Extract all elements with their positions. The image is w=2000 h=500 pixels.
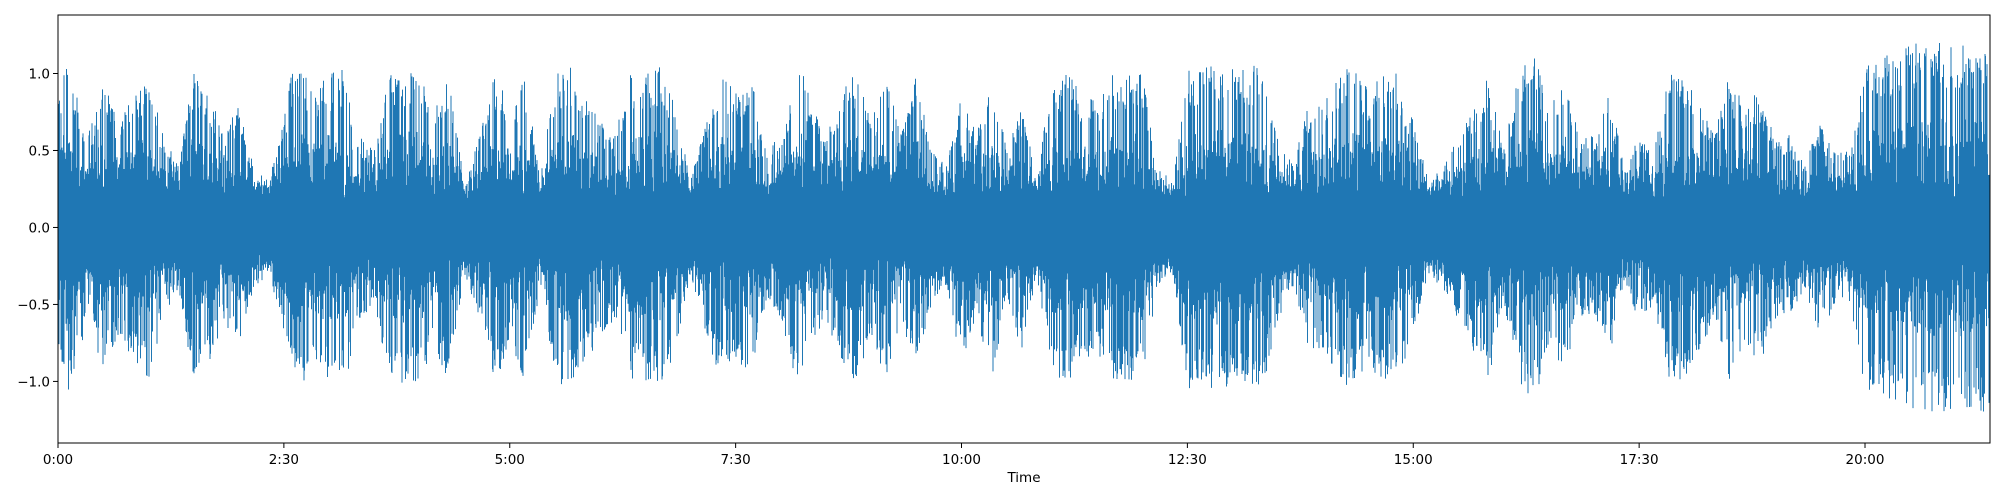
- x-tick-label: 2:30: [269, 452, 299, 468]
- y-tick-label: −0.5: [17, 297, 50, 313]
- x-tick-label: 15:00: [1394, 452, 1433, 468]
- x-axis-label: Time: [1006, 470, 1040, 486]
- y-tick-label: 1.0: [29, 67, 50, 83]
- y-tick-label: 0.0: [29, 220, 50, 236]
- x-tick-label: 7:30: [720, 452, 750, 468]
- y-tick-label: 0.5: [29, 143, 50, 159]
- x-tick-label: 20:00: [1846, 452, 1885, 468]
- x-tick-label: 12:30: [1168, 452, 1207, 468]
- x-tick-label: 10:00: [942, 452, 981, 468]
- x-axis-ticks: 0:00 2:30 5:00 7:30 10:00 12:30 15:00 17:30 20:0…: [43, 443, 1885, 468]
- y-tick-label: −1.0: [17, 374, 50, 390]
- plot-frame: [57, 14, 1991, 444]
- x-tick-label: 0:00: [43, 452, 73, 468]
- y-axis-ticks: 1.0 0.5 0.0 −0.5 −1.0: [17, 67, 58, 390]
- x-tick-label: 17:30: [1620, 452, 1659, 468]
- x-tick-label: 5:00: [495, 452, 525, 468]
